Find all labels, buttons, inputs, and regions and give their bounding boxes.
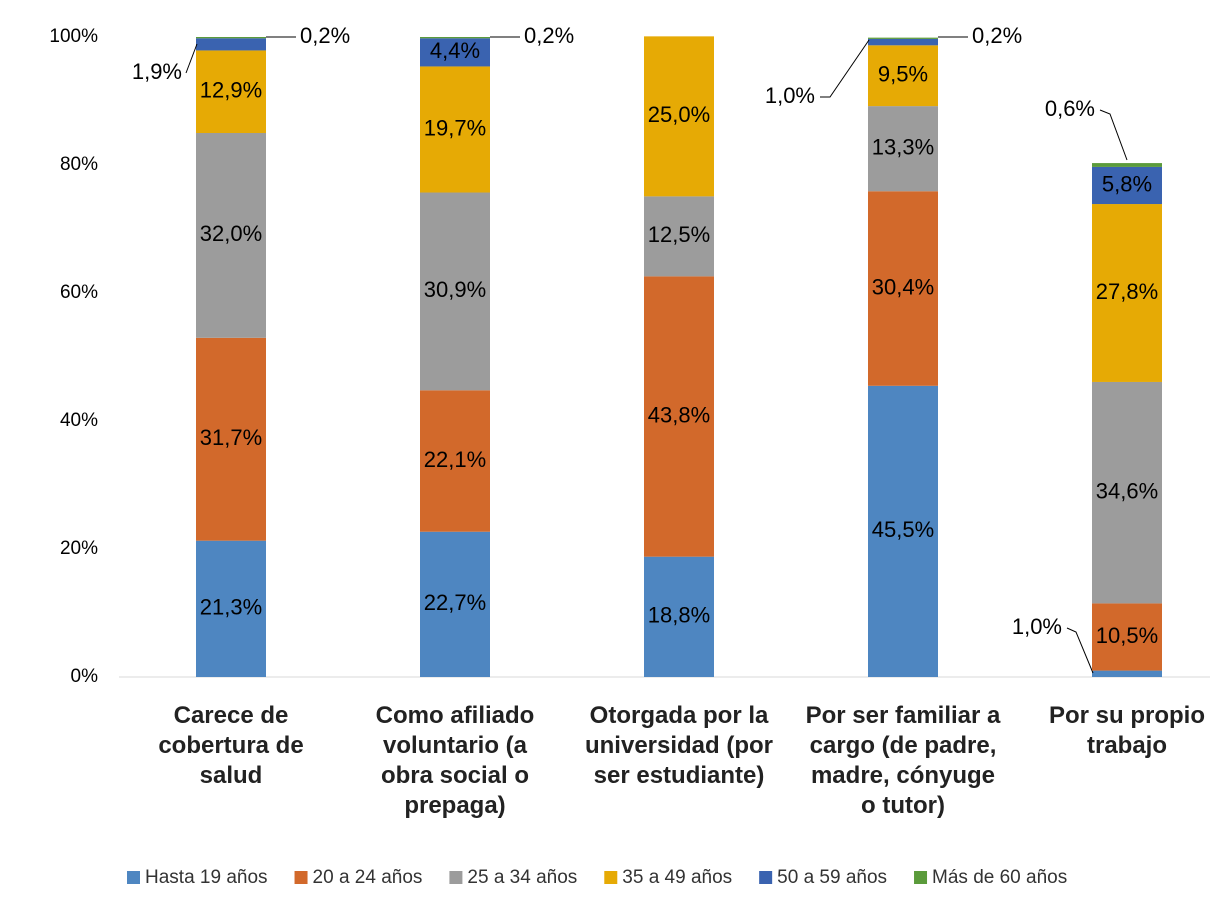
data-label: 22,1%	[424, 447, 486, 472]
leader-line	[820, 39, 870, 98]
bar-segment	[868, 385, 938, 677]
data-label: 0,2%	[300, 23, 350, 48]
bar-segment	[868, 106, 938, 192]
bar-segment	[196, 133, 266, 338]
y-tick-label: 20%	[60, 538, 98, 559]
bar-segment	[644, 196, 714, 277]
leader-line	[185, 43, 198, 74]
bar-segment	[196, 38, 266, 51]
bar-segment	[1092, 603, 1162, 671]
legend-swatch	[294, 871, 308, 884]
x-tick-label-box: Carece de cobertura de salud	[158, 702, 304, 789]
x-tick-label: Por su propio trabajo	[1049, 702, 1205, 759]
legend-swatch	[604, 871, 618, 884]
bar-segment	[420, 38, 490, 67]
bar-segment	[420, 531, 490, 677]
leader-line	[1099, 109, 1128, 161]
data-label: 27,8%	[1096, 279, 1158, 304]
legend-label: 50 a 59 años	[777, 867, 887, 888]
leader-line	[1066, 627, 1094, 674]
bar-segment	[644, 556, 714, 677]
data-label: 13,3%	[872, 134, 934, 159]
x-tick-label-box: Como afiliado voluntario (a obra social …	[375, 702, 535, 819]
bar-segment	[196, 50, 266, 133]
bar-segment	[1092, 163, 1162, 167]
data-label: 0,2%	[972, 23, 1022, 48]
data-label: 30,4%	[872, 274, 934, 299]
x-tick-label: Otorgada por la universidad (por ser est…	[584, 702, 774, 789]
data-label: 10,5%	[1096, 623, 1158, 648]
x-tick-label: Carece de cobertura de salud	[158, 702, 304, 789]
data-label: 1,0%	[1012, 614, 1062, 639]
data-label: 43,8%	[648, 402, 710, 427]
data-label: 18,8%	[648, 603, 710, 628]
legend-swatch	[914, 871, 928, 884]
bar-segment	[420, 37, 490, 39]
data-label: 1,0%	[765, 83, 815, 108]
legend-label: 25 a 34 años	[467, 867, 577, 888]
bar-segment	[1092, 381, 1162, 604]
data-label: 0,2%	[524, 23, 574, 48]
bar-segment	[1092, 204, 1162, 382]
y-tick-label: 0%	[71, 666, 99, 687]
bar-segment	[644, 276, 714, 557]
bar-segment	[420, 192, 490, 391]
data-label: 19,7%	[424, 115, 486, 140]
x-tick-label: Como afiliado voluntario (a obra social …	[375, 702, 535, 819]
bar-segment	[868, 45, 938, 107]
bar-segment	[868, 37, 938, 39]
data-label: 34,6%	[1096, 478, 1158, 503]
x-tick-label-box: Otorgada por la universidad (por ser est…	[584, 702, 774, 789]
data-label: 12,9%	[200, 78, 262, 103]
y-tick-label: 100%	[49, 26, 98, 47]
bar-segment	[868, 191, 938, 386]
data-label: 31,7%	[200, 425, 262, 450]
y-tick-label: 80%	[60, 154, 98, 175]
data-label: 9,5%	[878, 62, 928, 87]
data-label: 4,4%	[430, 38, 480, 63]
bar-segment	[196, 337, 266, 541]
data-label: 45,5%	[872, 517, 934, 542]
data-label: 25,0%	[648, 102, 710, 127]
data-label: 21,3%	[200, 595, 262, 620]
legend-swatch	[127, 871, 140, 884]
bar-segment	[196, 37, 266, 39]
y-tick-label: 60%	[60, 282, 98, 303]
bar-segment	[420, 66, 490, 193]
data-label: 12,5%	[648, 222, 710, 247]
x-tick-label: Por ser familiar a cargo (de padre, madr…	[805, 702, 1001, 819]
data-label: 30,9%	[424, 277, 486, 302]
bar-segment	[1092, 166, 1162, 205]
legend-swatch	[759, 871, 773, 884]
bar-segment	[868, 38, 938, 46]
legend-swatch	[449, 871, 463, 884]
data-label: 32,0%	[200, 221, 262, 246]
legend-label: 35 a 49 años	[622, 867, 732, 888]
data-label: 0,6%	[1045, 96, 1095, 121]
x-tick-label-box: Por su propio trabajo	[1049, 702, 1205, 759]
legend-label: Hasta 19 años	[145, 867, 268, 888]
bar-segment	[196, 540, 266, 677]
bar-segment	[420, 390, 490, 532]
bar-segment	[644, 36, 714, 197]
x-tick-label-box: Por ser familiar a cargo (de padre, madr…	[805, 702, 1001, 819]
data-label: 5,8%	[1102, 171, 1152, 196]
data-label: 22,7%	[424, 590, 486, 615]
bar-segment	[1092, 670, 1162, 677]
legend-label: 20 a 24 años	[313, 867, 423, 888]
y-tick-label: 40%	[60, 410, 98, 431]
data-label: 1,9%	[132, 59, 182, 84]
legend-label: Más de 60 años	[932, 867, 1067, 888]
